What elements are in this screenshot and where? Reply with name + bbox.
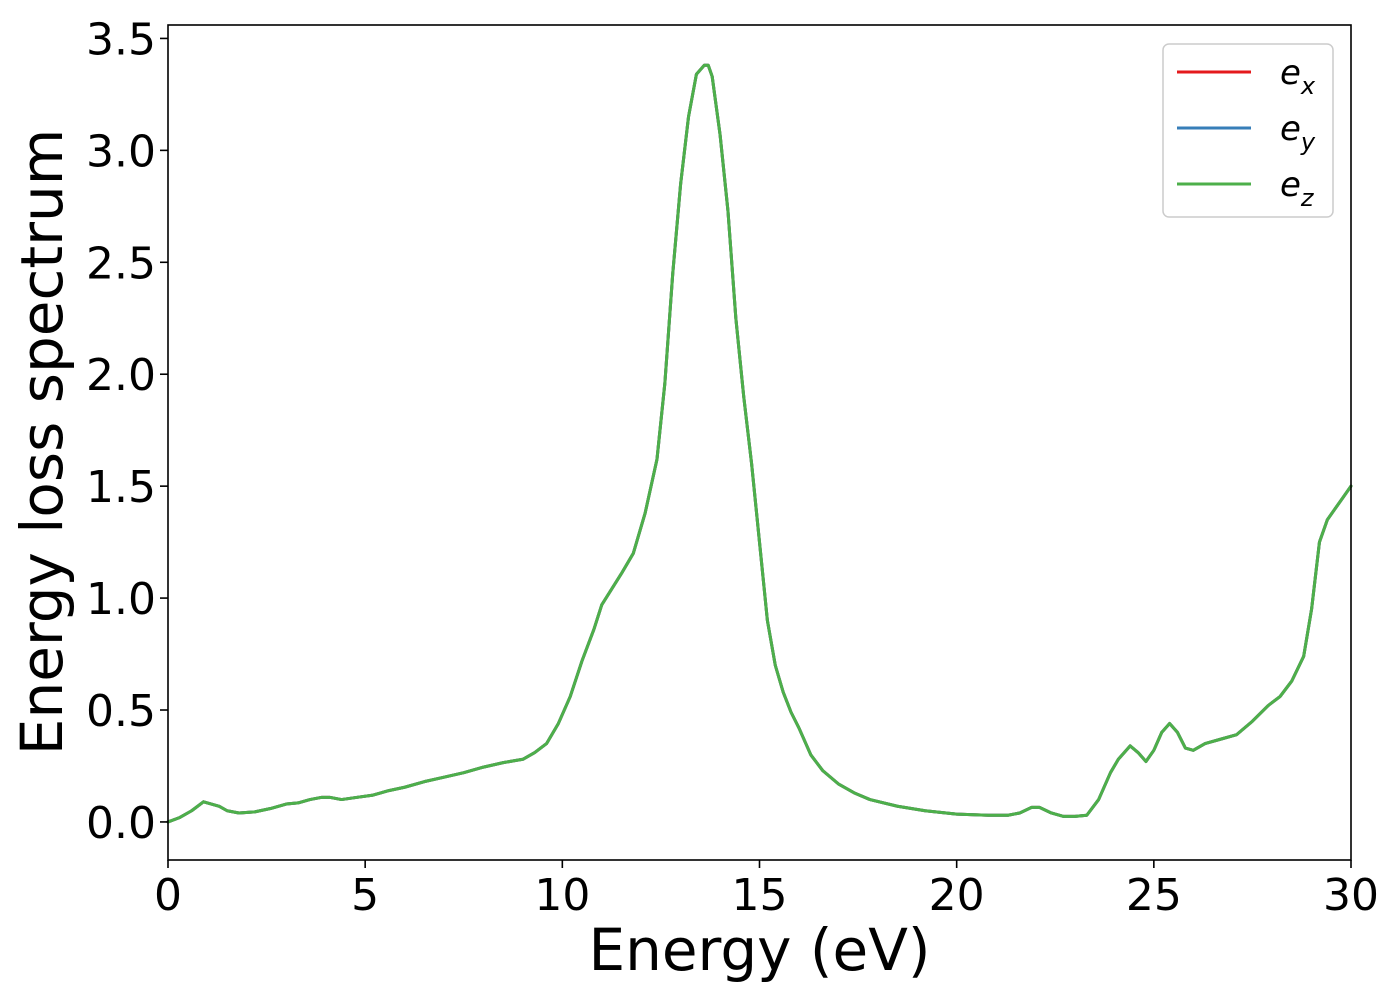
legend: ex ey ez	[1162, 43, 1334, 218]
x-tick-label: 15	[732, 870, 788, 921]
y-axis-ticks: 0.0 0.5 1.0 1.5 2.0 2.5 3.0 3.5	[86, 14, 168, 849]
plot-area	[168, 25, 1351, 860]
legend-box	[1162, 43, 1334, 218]
x-tick-label: 5	[351, 870, 379, 921]
legend-label-e-y: ey	[1280, 109, 1316, 156]
y-tick-label: 1.0	[86, 574, 156, 625]
y-tick-label: 0.0	[86, 798, 156, 849]
y-tick-label: 3.5	[86, 14, 156, 65]
y-tick-label: 2.0	[86, 350, 156, 401]
y-tick-label: 1.5	[86, 462, 156, 513]
x-axis-title: Energy (eV)	[588, 916, 930, 984]
x-tick-label: 0	[154, 870, 182, 921]
y-tick-label: 0.5	[86, 686, 156, 737]
legend-label-e-z: ez	[1280, 165, 1315, 212]
x-tick-label: 25	[1126, 870, 1182, 921]
series-line-e-z	[166, 63, 1353, 824]
x-tick-label: 20	[929, 870, 985, 921]
x-axis-ticks: 0 5 10 15 20 25 30	[154, 860, 1379, 921]
x-tick-label: 30	[1323, 870, 1379, 921]
y-axis-title: Energy loss spectrum	[8, 129, 76, 755]
legend-label-e-x: ex	[1280, 53, 1316, 100]
series-layer	[166, 63, 1353, 824]
y-tick-label: 2.5	[86, 238, 156, 289]
x-tick-label: 10	[534, 870, 590, 921]
y-tick-label: 3.0	[86, 126, 156, 177]
